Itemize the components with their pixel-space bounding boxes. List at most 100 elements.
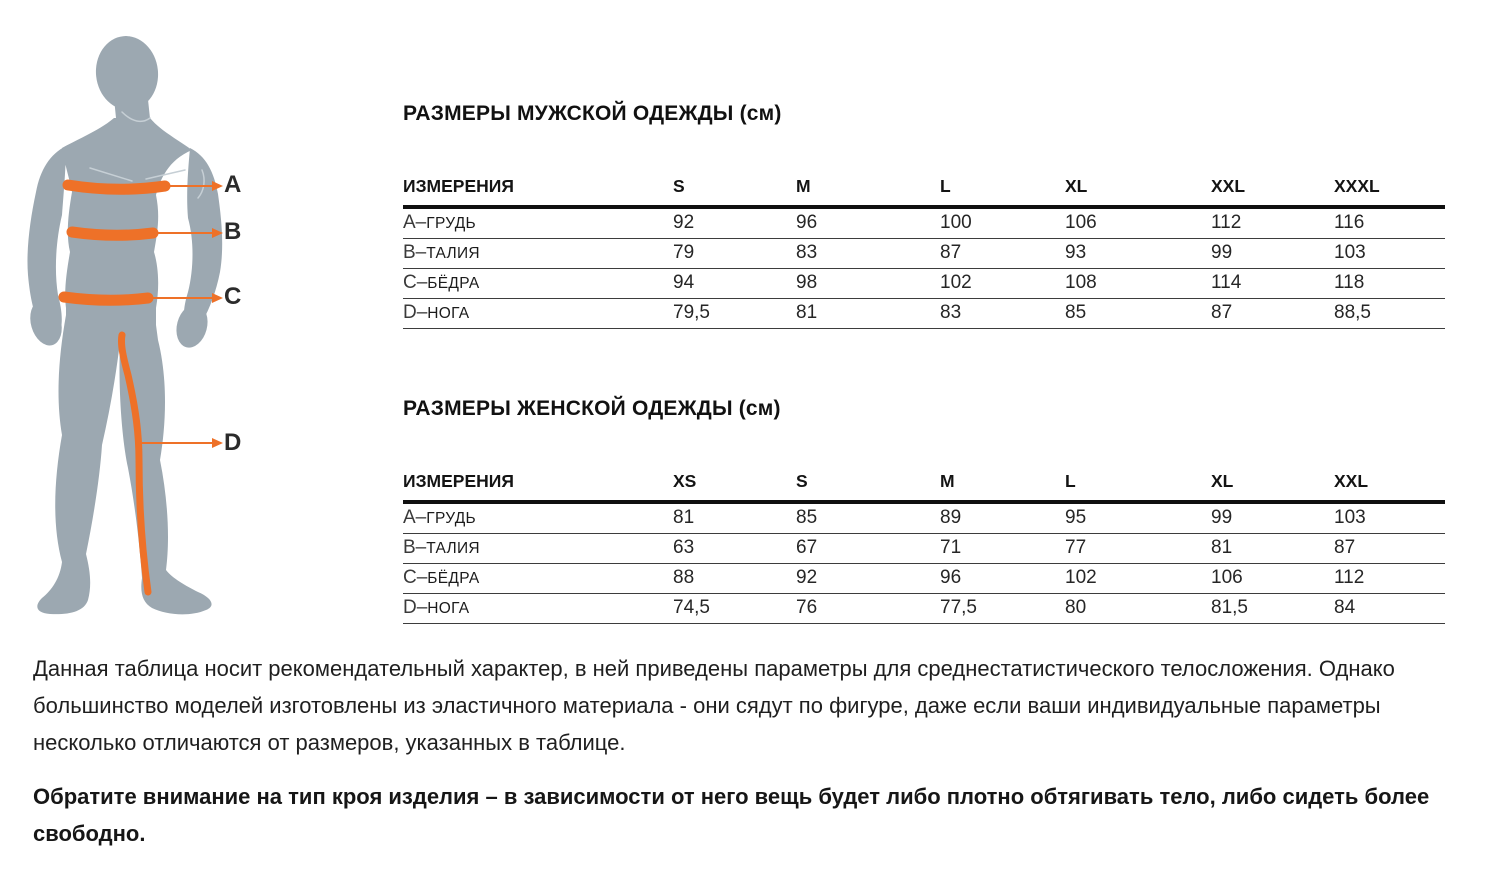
chest-band — [62, 179, 171, 195]
notes-section: Данная таблица носит рекомендательный ха… — [33, 650, 1473, 869]
table-row: D–НОГА 74,5 76 77,5 80 81,5 84 — [403, 593, 1445, 624]
measure-letter: A– — [403, 212, 427, 233]
size-value-cell: 77 — [1065, 533, 1211, 564]
women-table-title: РАЗМЕРЫ ЖЕНСКОЙ ОДЕЖДЫ (см) — [403, 397, 781, 420]
size-value-cell: 99 — [1211, 502, 1334, 534]
size-value-cell: 96 — [796, 207, 940, 239]
size-value-cell: 71 — [940, 533, 1065, 564]
women-header-row: ИЗМЕРЕНИЯ XS S M L XL XXL — [403, 471, 1445, 504]
size-value-cell: 88,5 — [1334, 298, 1445, 329]
measure-name: ГРУДЬ — [426, 510, 476, 527]
measure-label-cell: D–НОГА — [403, 593, 673, 624]
size-value-cell: 112 — [1211, 207, 1334, 239]
size-value-cell: 93 — [1065, 238, 1211, 269]
size-value-cell: 96 — [940, 563, 1065, 594]
size-value-cell: 98 — [796, 268, 940, 299]
measure-letter: C– — [403, 272, 428, 293]
measure-letter: B– — [403, 537, 427, 558]
measure-letter: A– — [403, 507, 427, 528]
size-value-cell: 81,5 — [1211, 593, 1334, 624]
table-row: D–НОГА 79,5 81 83 85 87 88,5 — [403, 298, 1445, 329]
measure-letter: C– — [403, 567, 428, 588]
size-value-cell: 89 — [940, 502, 1065, 534]
measure-label-cell: C–БЁДРА — [403, 268, 673, 299]
measure-name: ГРУДЬ — [426, 215, 476, 232]
arrowhead-a-icon — [212, 181, 223, 191]
measurement-marks — [58, 179, 213, 596]
size-value-cell: 99 — [1211, 238, 1334, 269]
inseam-line — [118, 331, 152, 596]
measurement-label-b: B — [224, 218, 242, 245]
size-value-cell: 83 — [940, 298, 1065, 329]
measure-name: ТАЛИЯ — [426, 540, 480, 557]
arrowhead-c-icon — [212, 293, 223, 303]
measure-name: НОГА — [427, 305, 470, 322]
column-header: XXXL — [1334, 176, 1445, 209]
figure-silhouette — [27, 36, 223, 615]
measure-name: БЁДРА — [427, 275, 480, 292]
size-value-cell: 79,5 — [673, 298, 796, 329]
table-row: B–ТАЛИЯ 63 67 71 77 81 87 — [403, 533, 1445, 564]
hips-band — [58, 291, 154, 306]
size-value-cell: 79 — [673, 238, 796, 269]
note-paragraph-bold: Обратите внимание на тип кроя изделия – … — [33, 784, 1430, 846]
size-value-cell: 92 — [673, 207, 796, 239]
measure-label-cell: A–ГРУДЬ — [403, 502, 673, 534]
size-value-cell: 103 — [1334, 502, 1445, 534]
size-value-cell: 74,5 — [673, 593, 796, 624]
column-header: XS — [673, 471, 796, 504]
measurement-label-a: A — [224, 171, 242, 198]
size-value-cell: 85 — [796, 502, 940, 534]
male-silhouette-shape — [27, 36, 223, 615]
size-value-cell: 84 — [1334, 593, 1445, 624]
size-value-cell: 95 — [1065, 502, 1211, 534]
arrowhead-d-icon — [212, 438, 223, 448]
measure-name: ТАЛИЯ — [426, 245, 480, 262]
size-value-cell: 83 — [796, 238, 940, 269]
size-value-cell: 63 — [673, 533, 796, 564]
size-value-cell: 118 — [1334, 268, 1445, 299]
column-header: S — [796, 471, 940, 504]
column-header: ИЗМЕРЕНИЯ — [403, 471, 673, 504]
column-header: XL — [1211, 471, 1334, 504]
measurement-label-c: C — [224, 283, 242, 310]
size-value-cell: 103 — [1334, 238, 1445, 269]
size-value-cell: 94 — [673, 268, 796, 299]
women-size-table: ИЗМЕРЕНИЯ XS S M L XL XXL A–ГРУДЬ 81 85 … — [403, 471, 1445, 624]
size-value-cell: 108 — [1065, 268, 1211, 299]
table-row: C–БЁДРА 88 92 96 102 106 112 — [403, 563, 1445, 594]
size-value-cell: 81 — [1211, 533, 1334, 564]
measurement-label-d: D — [224, 429, 242, 456]
arrowhead-b-icon — [212, 228, 223, 238]
size-value-cell: 87 — [1334, 533, 1445, 564]
measure-label-cell: A–ГРУДЬ — [403, 207, 673, 239]
measure-letter: D– — [403, 302, 428, 323]
size-value-cell: 87 — [1211, 298, 1334, 329]
arrow-heads — [212, 181, 223, 448]
size-value-cell: 87 — [940, 238, 1065, 269]
size-value-cell: 85 — [1065, 298, 1211, 329]
size-value-cell: 100 — [940, 207, 1065, 239]
men-header-row: ИЗМЕРЕНИЯ S M L XL XXL XXXL — [403, 176, 1445, 209]
measure-name: НОГА — [427, 600, 470, 617]
column-header: XXL — [1211, 176, 1334, 209]
column-header: L — [940, 176, 1065, 209]
table-row: C–БЁДРА 94 98 102 108 114 118 — [403, 268, 1445, 299]
measure-letter: B– — [403, 242, 427, 263]
size-value-cell: 81 — [673, 502, 796, 534]
measure-label-cell: D–НОГА — [403, 298, 673, 329]
waist-band — [66, 226, 159, 241]
table-row: B–ТАЛИЯ 79 83 87 93 99 103 — [403, 238, 1445, 269]
column-header: L — [1065, 471, 1211, 504]
measure-label-cell: B–ТАЛИЯ — [403, 533, 673, 564]
measure-label-cell: C–БЁДРА — [403, 563, 673, 594]
men-table-title: РАЗМЕРЫ МУЖСКОЙ ОДЕЖДЫ (см) — [403, 102, 782, 125]
size-value-cell: 67 — [796, 533, 940, 564]
body-detail-lines — [89, 111, 205, 199]
column-header: S — [673, 176, 796, 209]
size-value-cell: 76 — [796, 593, 940, 624]
size-value-cell: 116 — [1334, 207, 1445, 239]
size-value-cell: 114 — [1211, 268, 1334, 299]
table-row: A–ГРУДЬ 92 96 100 106 112 116 — [403, 207, 1445, 239]
table-row: A–ГРУДЬ 81 85 89 95 99 103 — [403, 502, 1445, 534]
